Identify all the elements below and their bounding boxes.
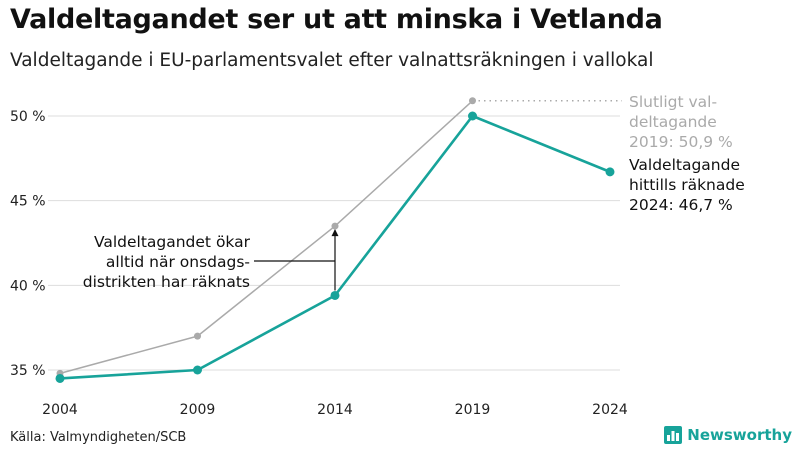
final-turnout-label: Slutligt val- [629, 93, 717, 111]
x-tick-label: 2004 [42, 402, 78, 418]
counted-turnout-label: hittills räknade [629, 176, 745, 194]
data-point-final [469, 97, 476, 105]
chart-title: Valdeltagandet ser ut att minska i Vetla… [10, 4, 663, 35]
gap-arrow-head [331, 229, 339, 237]
final-turnout-label: deltagande [629, 113, 717, 131]
source-note: Källa: Valmyndigheten/SCB [10, 430, 187, 445]
counted-turnout-label: Valdeltagande [629, 156, 740, 174]
data-point-counted [330, 290, 340, 300]
annotations: Slutligt val-deltagande 2019: 50,9 % Valde… [83, 93, 745, 291]
data-point-counted [55, 373, 65, 383]
x-tick-label: 2009 [180, 402, 216, 418]
x-tick-label: 2014 [317, 402, 353, 418]
data-point-counted [605, 167, 615, 177]
y-tick-label: 40 % [10, 278, 46, 294]
bar-chart-icon [664, 426, 683, 444]
data-point-final [331, 222, 339, 230]
brand-name: Newsworthy [687, 426, 792, 444]
y-axis-ticks: 35 % 40 % 45 % 50 % [10, 109, 46, 379]
gap-note-label: Valdeltagandet ökar [94, 233, 251, 251]
brand-logo: Newsworthy [664, 426, 792, 444]
y-tick-label: 35 % [10, 363, 46, 379]
data-point-counted [468, 111, 477, 121]
y-tick-label: 45 % [10, 194, 46, 210]
x-axis-ticks: 2004 2009 2014 2019 2024 [42, 402, 628, 418]
data-point-final [194, 332, 201, 340]
grid-lines [48, 115, 620, 371]
x-tick-label: 2019 [455, 402, 491, 418]
final-turnout-label: 2019: 50,9 % [629, 133, 733, 151]
data-point-counted [193, 365, 202, 375]
gap-note-label: alltid när onsdags- [106, 253, 250, 271]
counted-turnout-label: 2024: 46,7 % [629, 196, 733, 214]
y-tick-label: 50 % [10, 109, 46, 125]
gap-note-label: distrikten har räknats [83, 273, 250, 291]
series-points [55, 97, 615, 383]
series-line-final [59, 100, 474, 375]
chart-subtitle: Valdeltagande i EU-parlamentsvalet efter… [10, 50, 654, 71]
x-tick-label: 2024 [592, 402, 628, 418]
